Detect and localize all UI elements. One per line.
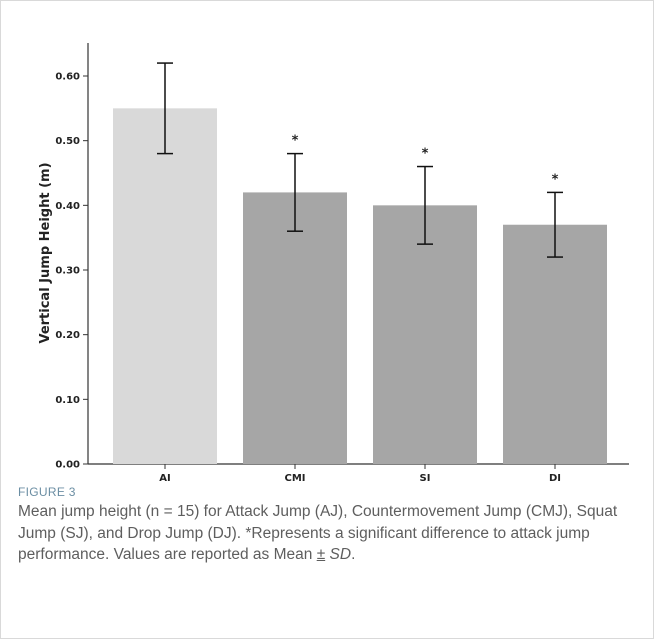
x-tick-label-sj: SJ xyxy=(420,473,431,481)
significance-asterisk-dj: * xyxy=(552,172,559,187)
plus-minus-symbol: ± xyxy=(316,546,326,563)
x-axis: AJ CMJ SJ DJ xyxy=(88,463,629,481)
caption-main-text: Mean jump height (n = 15) for Attack Jum… xyxy=(18,503,618,563)
bar-cmj xyxy=(243,192,347,464)
y-axis: 0.00 0.10 0.20 0.30 0.40 0.50 0.60 xyxy=(55,43,89,471)
y-axis-title: Vertical Jump Height (m) xyxy=(38,162,53,343)
y-tick-label: 0.30 xyxy=(55,266,80,277)
significance-asterisk-sj: * xyxy=(422,147,429,162)
significance-marks: * * * xyxy=(292,134,559,188)
y-tick-label: 0.50 xyxy=(55,136,80,147)
x-tick-label-cmj: CMJ xyxy=(284,473,305,481)
y-tick-label: 0.60 xyxy=(55,72,80,83)
caption-end: . xyxy=(351,546,356,563)
bars xyxy=(113,108,607,465)
bar-sj xyxy=(373,205,477,465)
y-tick-label: 0.10 xyxy=(55,395,80,406)
bar-chart: 0.00 0.10 0.20 0.30 0.40 0.50 0.60 AJ CMJ SJ DJ *… xyxy=(38,43,629,481)
caption-sd: SD xyxy=(329,546,352,563)
figure-label: FIGURE 3 xyxy=(18,485,76,499)
y-tick-label: 0.40 xyxy=(55,201,80,212)
y-tick-label: 0.00 xyxy=(55,460,80,471)
figure-caption: Mean jump height (n = 15) for Attack Jum… xyxy=(18,501,643,566)
figure-caption-block: FIGURE 3 Mean jump height (n = 15) for A… xyxy=(18,485,643,566)
bar-dj xyxy=(503,224,607,464)
x-tick-label-aj: AJ xyxy=(159,473,170,481)
significance-asterisk-cmj: * xyxy=(292,134,299,149)
x-tick-label-dj: DJ xyxy=(549,473,561,481)
y-tick-label: 0.20 xyxy=(55,330,80,341)
error-bars xyxy=(157,62,563,258)
bar-aj xyxy=(113,108,217,464)
